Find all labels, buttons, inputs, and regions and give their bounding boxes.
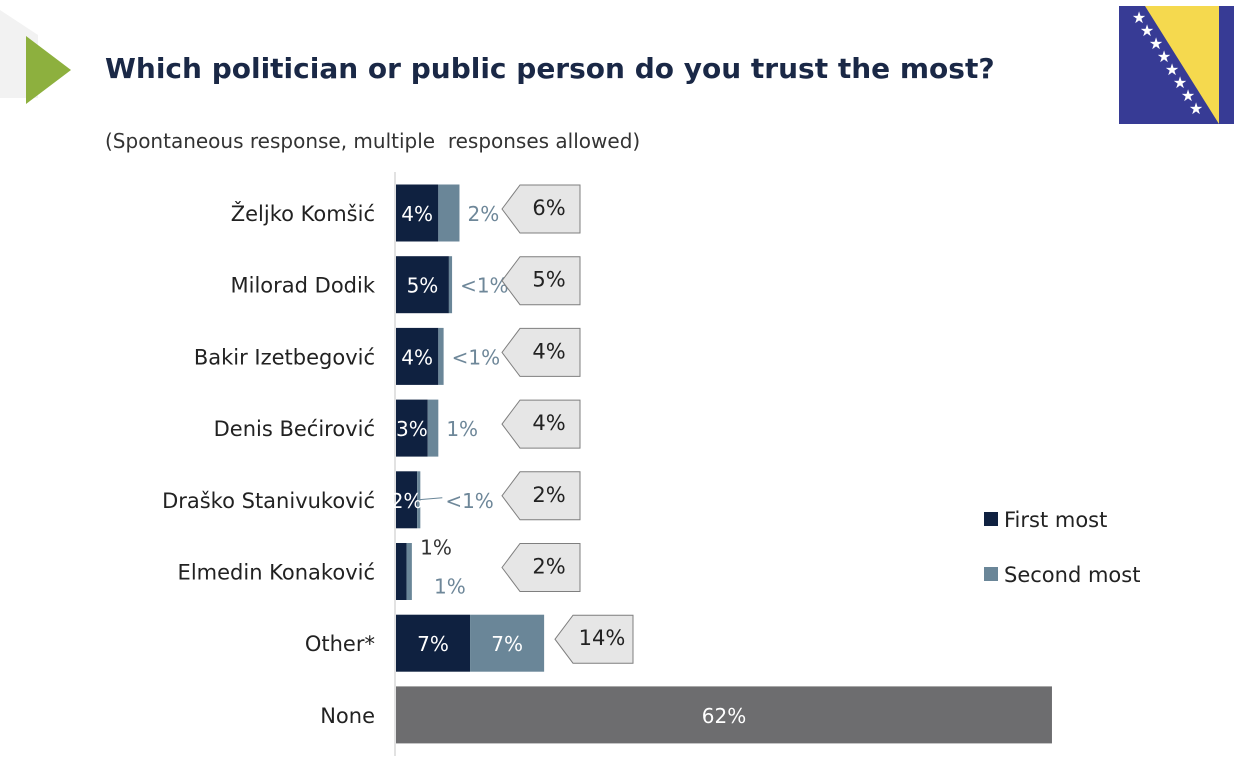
bar-first-most xyxy=(396,471,418,529)
bar-none xyxy=(396,686,1052,744)
svg-text:★: ★ xyxy=(1173,73,1187,92)
value-label-second: 1% xyxy=(434,575,466,599)
total-callout xyxy=(501,399,581,449)
svg-text:★: ★ xyxy=(1132,8,1146,27)
bar-second-most xyxy=(438,184,460,242)
category-label: Denis Bećirović xyxy=(214,417,375,441)
bar-second-most xyxy=(406,543,412,600)
total-callout xyxy=(554,614,634,664)
value-label-first: 3% xyxy=(396,417,428,441)
total-label: 4% xyxy=(532,339,565,363)
total-callout xyxy=(501,327,581,377)
bar-first-most xyxy=(396,327,439,385)
bosnia-flag-icon: ★ ★ ★ ★ ★ ★ ★ ★ xyxy=(1119,6,1234,124)
svg-text:★: ★ xyxy=(1189,99,1203,118)
total-label: 6% xyxy=(532,196,565,220)
bar-second-most xyxy=(427,399,439,457)
value-label-first: 2% xyxy=(391,489,423,513)
value-label-second: 7% xyxy=(491,632,523,656)
svg-text:★: ★ xyxy=(1165,60,1179,79)
bar-first-most xyxy=(396,256,449,314)
svg-text:★: ★ xyxy=(1181,86,1195,105)
value-label-first: 62% xyxy=(702,704,746,728)
category-label: Other* xyxy=(305,632,375,656)
legend-swatch-second xyxy=(984,567,998,581)
value-label-first: 5% xyxy=(407,274,439,298)
bar-first-most xyxy=(396,184,439,242)
total-label: 14% xyxy=(579,626,626,650)
bar-second-most xyxy=(448,256,453,314)
category-label: Bakir Izetbegović xyxy=(194,345,375,369)
total-callout xyxy=(501,543,581,592)
value-label-second: 1% xyxy=(446,417,478,441)
bar-second-most xyxy=(438,327,444,385)
page-title: Which politician or public person do you… xyxy=(105,52,995,85)
page-subtitle: (Spontaneous response, multiple response… xyxy=(105,129,641,153)
total-callout xyxy=(501,184,581,234)
category-label: Željko Komšić xyxy=(231,201,375,226)
total-callout xyxy=(501,256,581,306)
value-label-first: 4% xyxy=(401,345,433,369)
leader-line xyxy=(418,497,443,501)
value-label-first: 4% xyxy=(401,202,433,226)
value-label-first: 7% xyxy=(417,632,449,656)
total-callout xyxy=(501,471,581,521)
play-triangle-icon xyxy=(26,36,71,104)
legend-swatch-first xyxy=(984,512,998,526)
svg-text:★: ★ xyxy=(1149,34,1163,53)
value-label-second: 2% xyxy=(467,202,499,226)
value-label-second: <1% xyxy=(445,489,494,513)
value-label-second: <1% xyxy=(452,345,501,369)
total-label: 4% xyxy=(532,411,565,435)
category-label: Draško Stanivuković xyxy=(162,489,375,513)
bar-first-most xyxy=(396,399,428,457)
legend-label-second: Second most xyxy=(1004,563,1140,587)
bar-first-most xyxy=(396,543,407,600)
category-label: Milorad Dodik xyxy=(231,274,376,298)
svg-text:★: ★ xyxy=(1157,47,1171,66)
svg-text:★: ★ xyxy=(1140,21,1154,40)
total-label: 2% xyxy=(532,555,565,579)
total-label: 2% xyxy=(532,483,565,507)
value-label-second: <1% xyxy=(460,274,509,298)
value-label-first: 1% xyxy=(420,536,452,560)
bar-first-most xyxy=(396,614,471,672)
legend: First most Second most xyxy=(984,508,1140,587)
bar-second-most xyxy=(470,614,545,672)
category-label: None xyxy=(320,704,375,728)
total-label: 5% xyxy=(532,268,565,292)
category-label: Elmedin Konaković xyxy=(178,561,375,585)
legend-label-first: First most xyxy=(1004,508,1107,532)
